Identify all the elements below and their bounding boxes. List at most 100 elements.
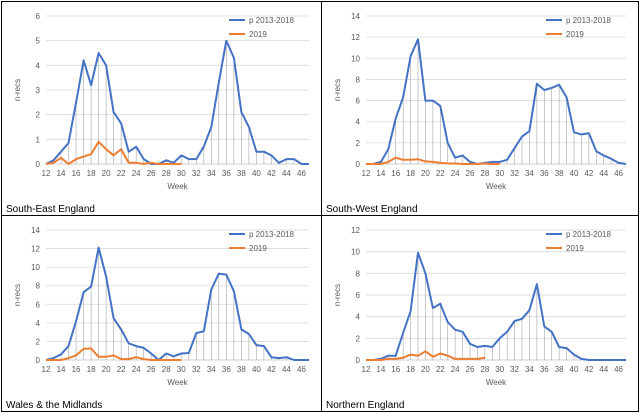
y-tick-label: 4 (36, 319, 41, 328)
y-tick-label: 10 (351, 248, 360, 257)
x-tick-label: 16 (72, 365, 81, 374)
region-label-northern: Northern England (326, 400, 405, 411)
y-tick-label: 5 (36, 37, 41, 46)
y-tick-label: 0 (36, 356, 41, 365)
x-tick-label: 12 (42, 169, 51, 178)
x-tick-label: 44 (282, 365, 291, 374)
x-tick-label: 30 (495, 169, 504, 178)
x-tick-label: 14 (376, 169, 385, 178)
y-axis-title: n-recs (13, 79, 22, 101)
x-tick-label: 30 (177, 169, 186, 178)
x-tick-label: 32 (510, 169, 519, 178)
x-tick-label: 46 (297, 169, 306, 178)
chart-cell-northern: 0 2 4 6 8 10 12 12 14 16 18 20 22 24 26 28 30 32 34 36 38 40 4… (321, 215, 639, 412)
x-tick-label: 18 (406, 169, 415, 178)
y-tick-label: 4 (356, 313, 361, 322)
y-tick-label: 8 (36, 282, 41, 291)
x-tick-label: 32 (510, 365, 519, 374)
x-tick-label: 28 (480, 169, 489, 178)
x-tick-label: 22 (117, 169, 126, 178)
x-tick-label: 40 (252, 365, 261, 374)
x-tick-label: 24 (132, 169, 141, 178)
x-tick-label: 14 (376, 365, 385, 374)
series-line-2019 (45, 140, 182, 165)
x-tick-label: 22 (436, 365, 445, 374)
x-tick-label: 42 (584, 365, 593, 374)
x-tick-label: 40 (570, 365, 579, 374)
y-tick-label: 12 (351, 33, 360, 42)
series-line-p2013-2018 (366, 251, 626, 361)
y-axis-title: n-recs (333, 79, 342, 101)
x-tick-label: 36 (222, 365, 231, 374)
y-tick-label: 12 (351, 226, 360, 235)
y-tick-label: 2 (36, 111, 41, 120)
y-tick-label: 6 (36, 12, 41, 21)
y-tick-label: 6 (356, 291, 361, 300)
x-tick-label: 38 (237, 169, 246, 178)
x-tick-label: 32 (192, 169, 201, 178)
x-tick-label: 46 (297, 365, 306, 374)
x-tick-label: 20 (102, 365, 111, 374)
x-tick-label: 26 (466, 365, 475, 374)
x-tick-label: 34 (525, 365, 534, 374)
x-tick-label: 40 (570, 169, 579, 178)
legend-label-2019: 2019 (566, 244, 584, 253)
x-tick-label: 22 (117, 365, 126, 374)
y-tick-label: 0 (36, 160, 41, 169)
y-tick-label: 3 (36, 86, 41, 95)
series-line-p2013-2018 (45, 39, 309, 165)
x-tick-label: 28 (480, 365, 489, 374)
chart-cell-wales-midlands: 0 2 4 6 8 10 12 14 12 14 16 18 20 22 24 26 28 30 32 34 36 38 4… (1, 215, 322, 412)
y-tick-label: 14 (31, 226, 40, 235)
region-label-wales-midlands: Wales & the Midlands (6, 400, 103, 411)
x-tick-label: 16 (391, 169, 400, 178)
x-tick-label: 30 (495, 365, 504, 374)
x-tick-label: 34 (207, 169, 216, 178)
x-tick-label: 36 (540, 169, 549, 178)
x-tick-label: 26 (466, 169, 475, 178)
x-tick-label: 20 (421, 169, 430, 178)
series-line-2019 (366, 156, 500, 165)
series-line-p2013-2018 (45, 246, 309, 361)
x-tick-label: 34 (525, 169, 534, 178)
series-line-2019 (366, 350, 486, 361)
x-tick-label: 34 (207, 365, 216, 374)
x-tick-label: 26 (147, 365, 156, 374)
chart-cell-south-east: 0 1 2 3 4 5 6 12 14 16 18 20 22 24 26 28 30 32 34 36 38 40 42 4… (1, 1, 322, 216)
legend-label-2019: 2019 (249, 30, 267, 39)
x-tick-label: 40 (252, 169, 261, 178)
legend-label-2019: 2019 (249, 244, 267, 253)
legend-label-p2013-2018: p 2013-2018 (566, 16, 611, 25)
x-tick-label: 36 (540, 365, 549, 374)
x-tick-label: 36 (222, 169, 231, 178)
chart-cell-south-west: 0 2 4 6 8 10 12 14 12 14 16 18 20 22 24 26 28 30 32 34 36 38 4… (321, 1, 639, 216)
x-tick-label: 38 (237, 365, 246, 374)
x-tick-label: 44 (599, 169, 608, 178)
legend-label-p2013-2018: p 2013-2018 (249, 16, 294, 25)
x-tick-label: 38 (555, 169, 564, 178)
y-tick-label: 4 (356, 118, 361, 127)
x-tick-label: 28 (162, 365, 171, 374)
y-tick-label: 0 (356, 160, 361, 169)
y-tick-label: 2 (356, 334, 361, 343)
x-axis-title: Week (486, 182, 507, 191)
x-tick-label: 20 (102, 169, 111, 178)
x-tick-label: 42 (267, 169, 276, 178)
x-tick-label: 12 (362, 365, 371, 374)
y-tick-label: 8 (356, 75, 361, 84)
y-axis-title: n-recs (333, 284, 342, 306)
x-axis-title: Week (167, 378, 188, 387)
x-tick-label: 20 (421, 365, 430, 374)
x-tick-label: 32 (192, 365, 201, 374)
x-tick-label: 44 (282, 169, 291, 178)
x-tick-label: 18 (87, 365, 96, 374)
x-tick-label: 18 (87, 169, 96, 178)
x-tick-label: 18 (406, 365, 415, 374)
x-tick-label: 24 (451, 169, 460, 178)
x-tick-label: 16 (72, 169, 81, 178)
legend-label-2019: 2019 (566, 30, 584, 39)
x-tick-label: 14 (57, 365, 66, 374)
y-tick-label: 2 (36, 337, 41, 346)
y-tick-label: 12 (31, 245, 40, 254)
